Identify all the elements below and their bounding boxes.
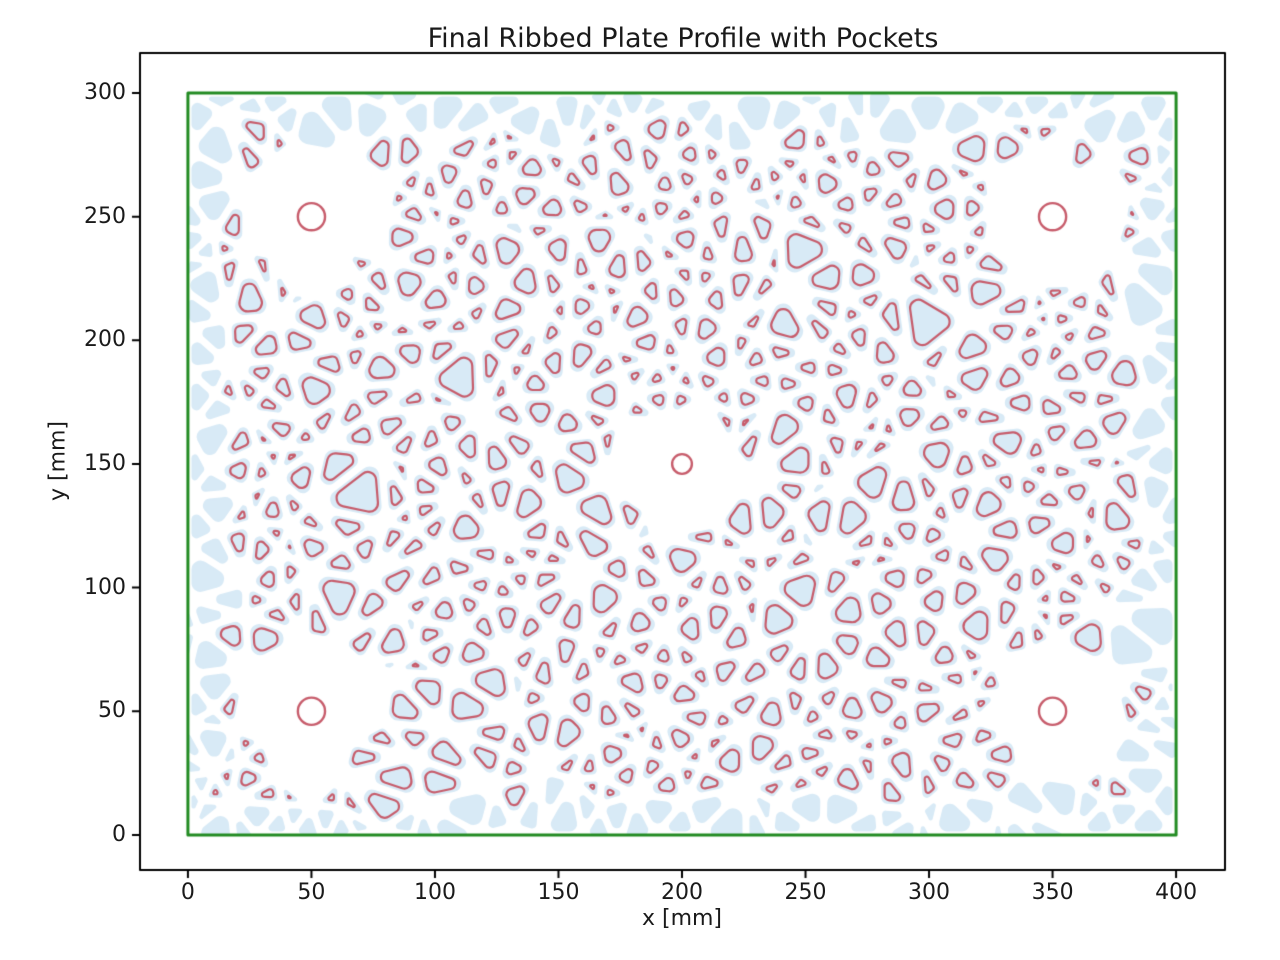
- x-tick-label: 100: [414, 880, 456, 905]
- y-tick-label: 150: [84, 451, 126, 476]
- y-tick-label: 50: [98, 698, 126, 724]
- x-tick-label: 50: [297, 880, 326, 905]
- x-tick-label: 350: [1031, 880, 1074, 905]
- chart-title: Final Ribbed Plate Profile with Pockets: [427, 23, 939, 54]
- x-tick-label: 400: [1155, 880, 1198, 905]
- y-tick-label: 0: [112, 821, 126, 847]
- x-axis-label: x [mm]: [641, 906, 723, 931]
- x-tick-label: 300: [908, 880, 950, 905]
- y-tick-label: 200: [84, 327, 126, 353]
- x-tick-label: 150: [537, 880, 580, 905]
- y-tick-label: 100: [84, 574, 126, 600]
- y-tick-label: 300: [84, 80, 126, 106]
- y-axis-label: y [mm]: [45, 420, 71, 502]
- x-tick-label: 200: [661, 880, 703, 905]
- y-tick-label: 250: [84, 203, 126, 229]
- x-tick-label: 250: [784, 880, 827, 905]
- x-tick-label: 0: [180, 880, 195, 905]
